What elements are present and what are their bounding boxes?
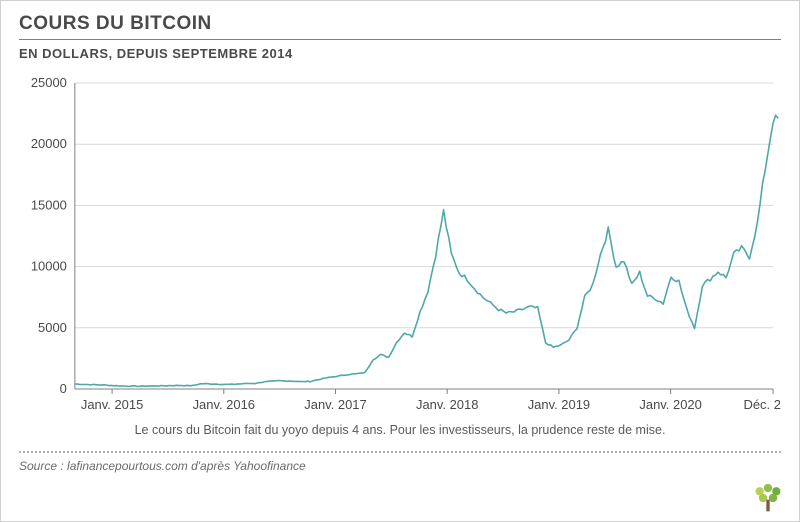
x-tick-label: Janv. 2019 [528,397,590,412]
x-tick-label: Janv. 2020 [639,397,701,412]
x-tick-label: Janv. 2015 [81,397,143,412]
y-tick-label: 10000 [31,259,67,274]
x-tick-label: Janv. 2017 [304,397,366,412]
brand-logo-icon [751,483,785,513]
x-tick-label: Janv. 2018 [416,397,478,412]
y-tick-label: 20000 [31,136,67,151]
price-line [75,115,778,386]
chart-caption: Le cours du Bitcoin fait du yoyo depuis … [1,415,799,437]
y-tick-label: 0 [60,381,67,396]
chart-title: COURS DU BITCOIN [19,13,781,35]
chart-subtitle: EN DOLLARS, DEPUIS SEPTEMBRE 2014 [1,40,799,61]
chart-area: 0 5000 10000 15000 20000 25000 Janv. 2015 Janv.… [19,75,781,415]
x-tick-label: Déc. 2020 [743,397,781,412]
y-tick-label: 15000 [31,197,67,212]
y-tick-label: 5000 [38,320,67,335]
source-text: Source : lafinancepourtous.com d'après Y… [1,453,799,473]
y-tick-label: 25000 [31,75,67,90]
x-tick-label: Janv. 2016 [193,397,255,412]
